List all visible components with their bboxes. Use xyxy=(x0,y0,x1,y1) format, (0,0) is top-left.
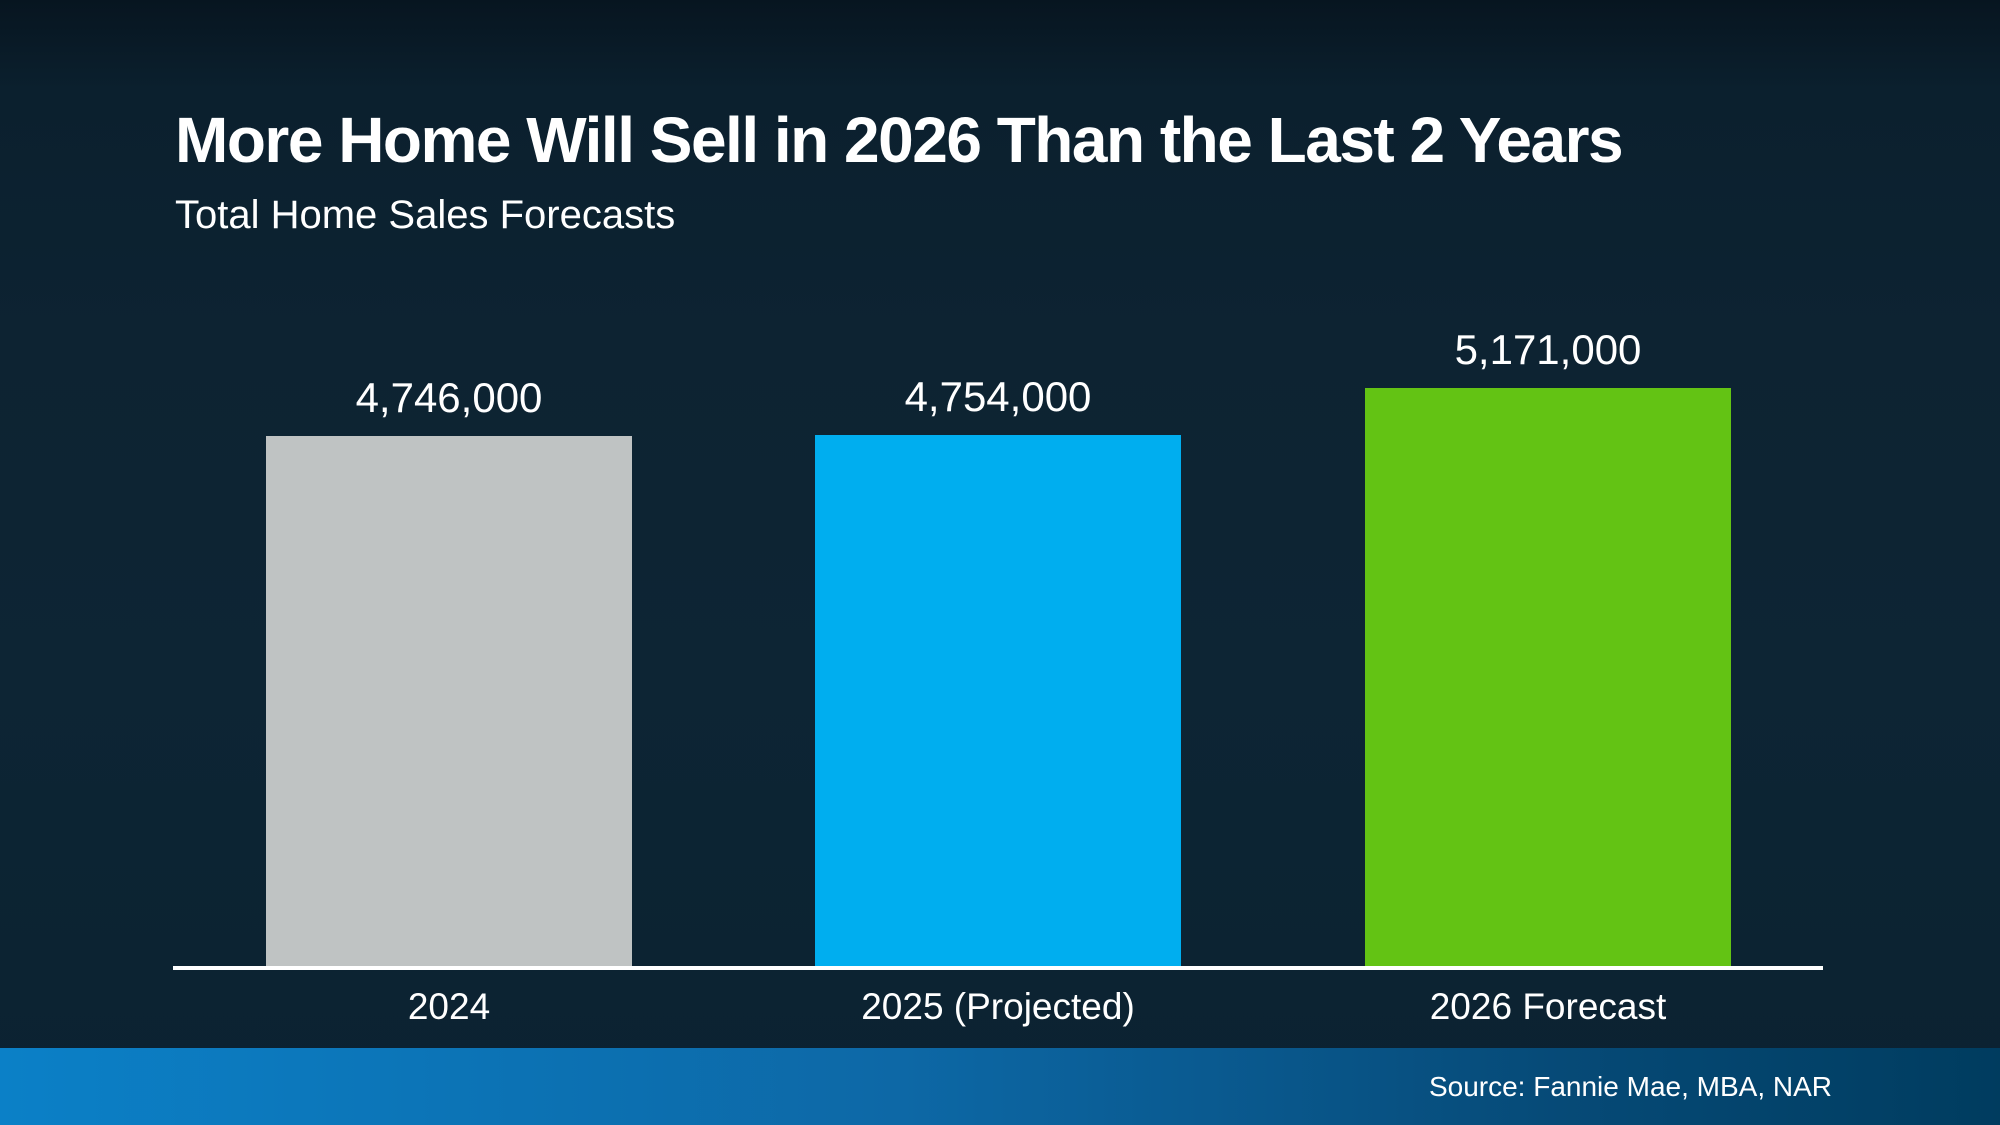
bar-2026 xyxy=(1365,388,1731,966)
footer-band: Source: Fannie Mae, MBA, NAR xyxy=(0,1048,2000,1125)
bar-value-label-2025: 4,754,000 xyxy=(904,373,1092,420)
chart-subtitle: Total Home Sales Forecasts xyxy=(175,193,676,238)
bar-group-2025: 4,754,000 xyxy=(815,373,1181,966)
bar-value-label-2024: 4,746,000 xyxy=(355,374,543,421)
x-axis-label-2026: 2026 Forecast xyxy=(1429,986,1667,1027)
page-title: More Home Will Sell in 2026 Than the Las… xyxy=(175,103,1624,176)
bar-2024 xyxy=(266,436,632,966)
source-text: Source: Fannie Mae, MBA, NAR xyxy=(1428,1070,1832,1102)
x-axis-label-2024: 2024 xyxy=(407,986,491,1027)
x-axis-line xyxy=(173,966,1823,970)
bar-2025 xyxy=(815,435,1181,966)
bar-value-label-2026: 5,171,000 xyxy=(1454,326,1642,373)
bar-group-2026: 5,171,000 xyxy=(1365,326,1731,966)
bar-group-2024: 4,746,000 xyxy=(266,374,632,966)
x-axis-label-2025: 2025 (Projected) xyxy=(861,986,1135,1027)
